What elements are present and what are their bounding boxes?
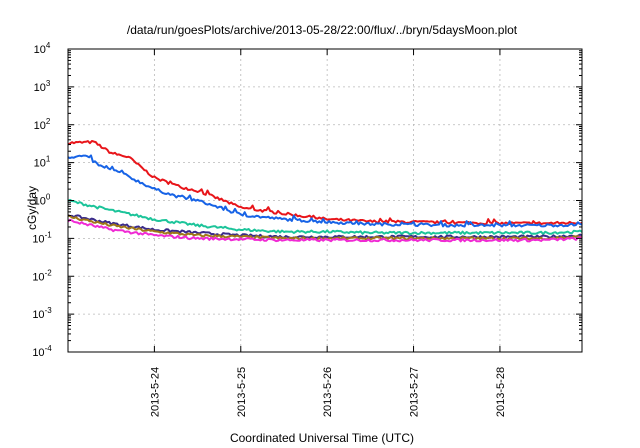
chart-title: /data/run/goesPlots/archive/2013-05-28/2… — [127, 23, 518, 37]
series-line-6 — [67, 218, 583, 243]
x-axis-label: Coordinated Universal Time (UTC) — [230, 431, 414, 445]
y-tick-exponent: -4 — [45, 344, 53, 353]
y-tick-label: 10-3 — [32, 306, 52, 321]
x-tick-label: 2013-5-28 — [495, 367, 507, 417]
y-tick-exponent: -1 — [45, 230, 53, 239]
y-tick-exponent: 4 — [46, 41, 51, 50]
y-tick-label: 103 — [34, 79, 51, 94]
x-tick-label: 2013-5-25 — [236, 367, 248, 417]
series-line-2 — [67, 154, 583, 228]
y-tick-exponent: 2 — [46, 117, 51, 126]
y-tick-exponent: -2 — [45, 268, 53, 277]
y-tick-label: 10-2 — [32, 268, 52, 283]
y-tick-exponent: 3 — [46, 79, 51, 88]
grid — [68, 49, 582, 352]
series-line-1 — [67, 140, 583, 226]
x-tick-label: 2013-5-26 — [322, 367, 334, 417]
series-lines — [67, 140, 583, 243]
y-tick-label: 10-1 — [32, 230, 52, 245]
series-line-3 — [67, 198, 583, 236]
y-tick-label: 101 — [34, 155, 51, 170]
series-line-4 — [67, 214, 583, 240]
y-tick-label: 104 — [34, 41, 51, 56]
x-axis: 2013-5-24 2013-5-25 2013-5-26 2013-5-27 2013… — [149, 49, 507, 417]
x-tick-label: 2013-5-27 — [409, 367, 421, 417]
y-axis-label: cGy/day — [25, 186, 39, 230]
x-tick-label: 2013-5-24 — [149, 367, 161, 417]
y-tick-exponent: 1 — [46, 155, 51, 164]
y-tick-label: 10-4 — [32, 344, 52, 359]
y-tick-exponent: -3 — [45, 306, 53, 315]
y-tick-label: 102 — [34, 117, 51, 132]
y-tick-exponent: 0 — [46, 193, 51, 202]
